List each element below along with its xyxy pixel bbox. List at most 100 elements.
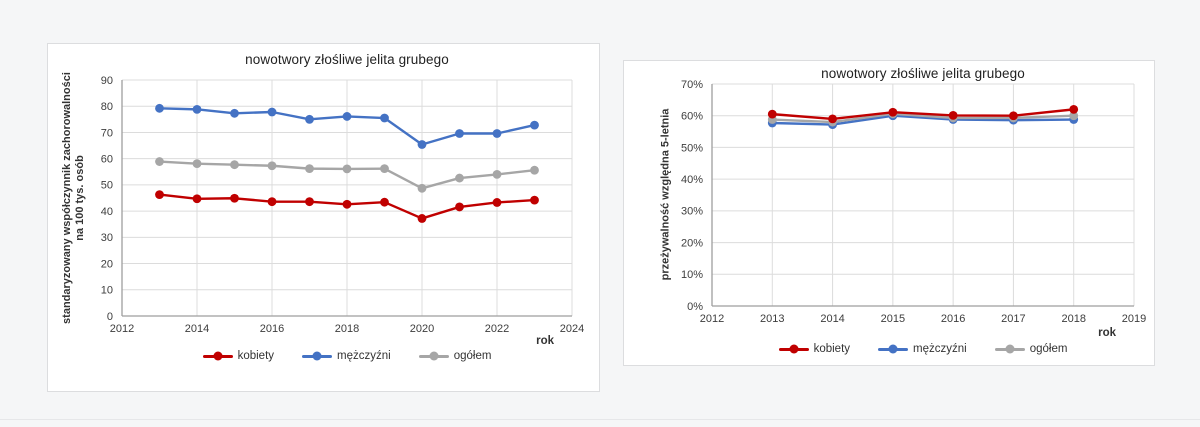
legend-item-ogółem: ogółem [994, 343, 1068, 355]
chart-title-incidence: nowotwory złośliwe jelita grubego [245, 52, 449, 67]
data-point-ogółem [530, 165, 539, 175]
x-tick-label: 2015 [881, 313, 905, 325]
y-tick-label: 10% [681, 269, 703, 281]
data-point-kobiety [230, 193, 239, 203]
chart-title-survival: nowotwory złośliwe jelita grubego [821, 66, 1025, 81]
legend-marker-icon [994, 344, 1025, 354]
data-point-kobiety [380, 197, 389, 207]
y-tick-label: 70 [101, 127, 113, 139]
x-tick-label: 2018 [1061, 313, 1085, 325]
legend-label: mężczyźni [913, 343, 967, 355]
y-tick-label: 10 [101, 285, 113, 297]
data-point-mężczyźni [342, 112, 352, 121]
legend-label: kobiety [237, 350, 275, 362]
data-point-kobiety [455, 202, 464, 212]
x-tick-label: 2024 [560, 323, 584, 335]
data-point-mężczyźni [417, 140, 427, 149]
legend-label: mężczyźni [337, 350, 391, 362]
data-point-kobiety [417, 214, 427, 223]
data-point-kobiety [828, 114, 837, 124]
data-point-kobiety [767, 109, 777, 119]
x-tick-label: 2014 [185, 323, 209, 335]
x-tick-label: 2019 [1122, 313, 1146, 325]
legend-item-mężczyźni: mężczyźni [302, 350, 391, 362]
legend-dot-icon [213, 351, 223, 361]
survival-chart-panel: 0% 10% 20% 30% 40% 50% 60% 70% 2012 2013 2014 2015 2… [623, 60, 1155, 366]
series-line-ogółem [771, 112, 1075, 124]
page-bottom-divider [0, 419, 1200, 420]
y-tick-label: 40 [101, 206, 113, 218]
data-point-mężczyźni [305, 114, 314, 124]
data-point-ogółem [155, 157, 164, 166]
data-point-mężczyźni [380, 113, 389, 123]
legend-dot-icon [888, 344, 898, 354]
legend-label: ogółem [1029, 343, 1068, 355]
legend-marker-icon [418, 351, 449, 361]
y-axis-title-survival: przeżywalność względna 5-letnia [659, 108, 672, 281]
data-point-ogółem [230, 160, 239, 170]
x-tick-label: 2014 [820, 313, 844, 325]
x-axis-title-incidence: rok [536, 335, 554, 347]
incidence-chart-panel: 0 10 20 30 40 50 60 70 80 90 2012 2014 2016 2018 2020 2… [47, 43, 600, 392]
y-tick-label: 30% [681, 206, 703, 218]
y-tick-label: 50% [681, 142, 703, 154]
data-point-kobiety [1069, 104, 1079, 114]
y-tick-label: 20 [101, 258, 113, 270]
x-tick-label: 2013 [760, 313, 784, 325]
legend-item-ogółem: ogółem [418, 350, 492, 362]
x-tick-label: 2012 [110, 323, 134, 335]
legend-dot-icon [1005, 344, 1015, 354]
legend-marker-icon [878, 344, 909, 354]
x-tick-label: 2016 [260, 323, 284, 335]
x-tick-label: 2022 [485, 323, 509, 335]
x-axis-title-survival: rok [1098, 327, 1116, 339]
legend-label: ogółem [453, 350, 492, 362]
x-tick-label: 2017 [1001, 313, 1025, 325]
data-point-kobiety [948, 110, 958, 120]
data-point-mężczyźni [155, 103, 164, 113]
y-tick-label: 90 [101, 75, 113, 87]
series-line-kobiety [771, 108, 1075, 121]
data-point-kobiety [530, 195, 539, 205]
y-axis-title-incidence: standaryzowany współczynnik zachorowalno… [61, 48, 87, 348]
data-point-ogółem [342, 164, 352, 174]
series-line-mężczyźni [771, 114, 1075, 126]
legend-marker-icon [778, 344, 809, 354]
data-point-ogółem [380, 164, 389, 174]
data-point-ogółem [305, 164, 314, 174]
legend-dot-icon [312, 351, 322, 361]
legend-dot-icon [789, 344, 799, 354]
legend-item-mężczyźni: mężczyźni [878, 343, 967, 355]
data-point-mężczyźni [267, 107, 277, 117]
legend-incidence: kobiety mężczyźni ogółem [122, 350, 572, 362]
y-tick-label: 0% [687, 301, 703, 313]
data-point-kobiety [888, 107, 898, 117]
y-axis-title-line2: na 100 tys. osób [74, 155, 86, 241]
data-point-kobiety [305, 197, 314, 207]
y-axis-title-line1: standaryzowany współczynnik zachorowalno… [61, 72, 73, 324]
legend-survival: kobiety mężczyźni ogółem [712, 343, 1134, 355]
legend-dot-icon [429, 351, 439, 361]
data-point-kobiety [267, 197, 277, 207]
data-point-kobiety [155, 190, 164, 199]
data-point-ogółem [455, 173, 464, 183]
legend-item-kobiety: kobiety [202, 350, 275, 362]
data-point-ogółem [192, 159, 202, 169]
data-point-mężczyźni [530, 120, 539, 130]
legend-item-kobiety: kobiety [778, 343, 850, 355]
incidence-line-chart: 0 10 20 30 40 50 60 70 80 90 2012 2014 2016 2018 2020 2… [101, 75, 584, 335]
x-tick-label: 2016 [941, 313, 965, 325]
data-point-mężczyźni [455, 129, 464, 138]
data-point-mężczyźni [230, 108, 239, 118]
y-tick-label: 30 [101, 232, 113, 244]
x-tick-label: 2018 [335, 323, 359, 335]
y-tick-label: 60 [101, 154, 113, 166]
data-point-kobiety [492, 198, 502, 207]
data-point-mężczyźni [492, 129, 502, 138]
y-tick-label: 80 [101, 101, 113, 113]
data-point-mężczyźni [192, 104, 202, 114]
survival-line-chart: 0% 10% 20% 30% 40% 50% 60% 70% 2012 2013 2014 2015 2… [681, 79, 1146, 325]
data-point-ogółem [492, 170, 502, 179]
y-tick-label: 60% [681, 111, 703, 123]
